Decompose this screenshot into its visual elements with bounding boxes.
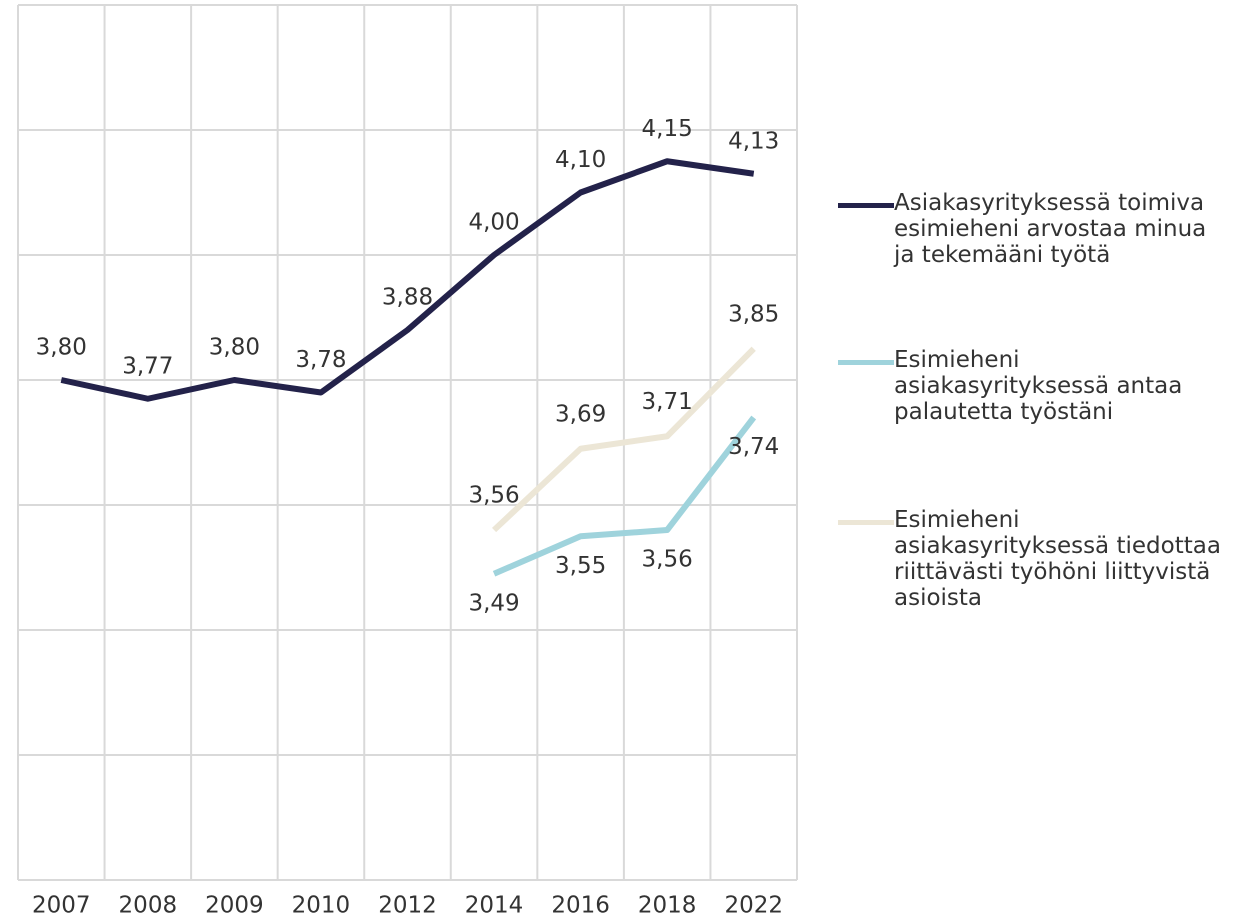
data-label: 3,78 (295, 347, 346, 373)
x-tick-label: 2022 (724, 893, 783, 918)
data-label: 3,71 (642, 389, 693, 415)
x-tick-label: 2018 (638, 893, 697, 918)
data-label: 3,80 (36, 335, 87, 361)
series-line (492, 346, 756, 533)
data-label: 3,85 (728, 301, 779, 327)
data-label: 4,13 (728, 128, 779, 154)
legend-item: Asiakasyrityksessä toimiva esimieheni ar… (838, 190, 1248, 268)
x-tick-label: 2012 (378, 893, 437, 918)
x-tick-label: 2014 (465, 893, 524, 918)
chart: 2007 2008 2009 2010 2012 2014 2016 2018 2022 3,80… (17, 4, 798, 918)
data-label: 3,49 (468, 590, 519, 616)
x-tick-label: 2008 (119, 893, 178, 918)
data-label: 3,55 (555, 553, 606, 579)
x-tick-label: 2009 (205, 893, 264, 918)
legend-label: Esimieheni asiakasyrityksessä antaa pala… (894, 347, 1183, 425)
x-tick-label: 2010 (292, 893, 351, 918)
data-label: 3,77 (122, 353, 173, 379)
data-label: 4,00 (468, 210, 519, 236)
legend-swatch (838, 360, 894, 365)
series-line (492, 415, 757, 577)
data-label: 4,10 (555, 147, 606, 173)
data-label: 3,56 (468, 483, 519, 509)
legend-swatch (838, 203, 894, 208)
series-line (60, 158, 755, 402)
legend-label: Esimieheni asiakasyrityksessä tiedottaa … (894, 507, 1221, 611)
data-label: 4,15 (642, 116, 693, 142)
legend-label: Asiakasyrityksessä toimiva esimieheni ar… (894, 190, 1207, 268)
data-label: 3,88 (382, 285, 433, 311)
data-label: 3,74 (728, 434, 779, 460)
data-label: 3,80 (209, 335, 260, 361)
legend-item: Esimieheni asiakasyrityksessä antaa pala… (838, 347, 1248, 425)
legend-item: Esimieheni asiakasyrityksessä tiedottaa … (838, 507, 1248, 611)
x-tick-label: 2007 (32, 893, 91, 918)
x-tick-label: 2016 (551, 893, 610, 918)
legend-swatch (838, 520, 894, 525)
data-label: 3,69 (555, 401, 606, 427)
data-label: 3,56 (642, 547, 693, 573)
